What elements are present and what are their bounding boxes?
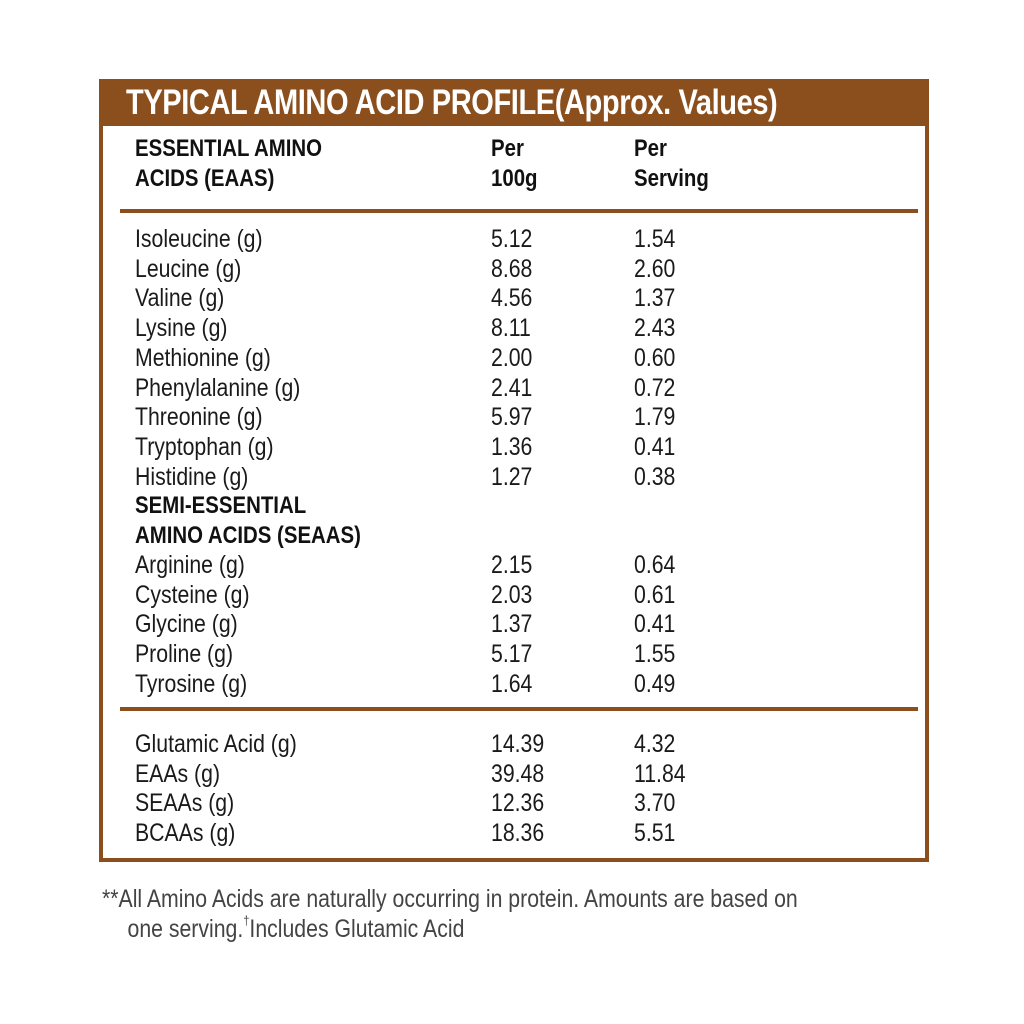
per-100g-value: 39.48 bbox=[491, 759, 545, 788]
table-row: Threonine (g) 5.97 1.79 bbox=[0, 402, 1024, 432]
table-row: Lysine (g) 8.11 2.43 bbox=[0, 313, 1024, 343]
per-serving-value: 0.72 bbox=[634, 373, 676, 402]
per-serving-value: 0.49 bbox=[634, 669, 676, 698]
semi-essential-heading-line2: AMINO ACIDS (SEAAS) bbox=[135, 522, 361, 549]
per-100g-value: 5.97 bbox=[491, 403, 533, 432]
table-row: Histidine (g) 1.27 0.38 bbox=[0, 462, 1024, 492]
table-row: Tryptophan (g) 1.36 0.41 bbox=[0, 432, 1024, 462]
per-serving-value: 2.43 bbox=[634, 314, 676, 343]
footnote: **All Amino Acids are naturally occurrin… bbox=[102, 884, 798, 944]
per-100g-value: 8.11 bbox=[491, 314, 531, 343]
table-title: TYPICAL AMINO ACID PROFILE(Approx. Value… bbox=[126, 83, 778, 122]
table-row: EAAs (g) 39.48 11.84 bbox=[0, 759, 1024, 789]
per-serving-value: 0.38 bbox=[634, 462, 676, 491]
amino-acid-name: Valine (g) bbox=[135, 284, 225, 313]
per-serving-value: 2.60 bbox=[634, 254, 676, 283]
footnote-line1: **All Amino Acids are naturally occurrin… bbox=[102, 885, 798, 913]
amino-acid-name: Tyrosine (g) bbox=[135, 669, 248, 698]
header-col1-line2: ACIDS (EAAS) bbox=[135, 165, 275, 192]
table-row: Proline (g) 5.17 1.55 bbox=[0, 639, 1024, 669]
amino-acid-name: SEAAs (g) bbox=[135, 789, 235, 818]
per-100g-value: 1.37 bbox=[491, 610, 533, 639]
per-serving-value: 0.60 bbox=[634, 343, 676, 372]
per-serving-value: 0.41 bbox=[634, 610, 676, 639]
header-col2-line2: 100g bbox=[491, 165, 538, 192]
table-row: Methionine (g) 2.00 0.60 bbox=[0, 343, 1024, 373]
footnote-line2-b: Includes Glutamic Acid bbox=[249, 915, 465, 943]
per-serving-value: 5.51 bbox=[634, 819, 676, 848]
table-row: Glycine (g) 1.37 0.41 bbox=[0, 609, 1024, 639]
table-row: Arginine (g) 2.15 0.64 bbox=[0, 550, 1024, 580]
per-100g-value: 5.12 bbox=[491, 225, 533, 253]
footnote-line2-a: one serving. bbox=[127, 915, 244, 943]
footnote-line2: one serving.†Includes Glutamic Acid bbox=[102, 914, 798, 944]
table-row: Valine (g) 4.56 1.37 bbox=[0, 283, 1024, 313]
amino-acid-name: Arginine (g) bbox=[135, 551, 245, 579]
per-100g-value: 1.36 bbox=[491, 432, 533, 461]
header-col1-line1: ESSENTIAL AMINO bbox=[135, 135, 323, 162]
per-serving-value: 1.37 bbox=[634, 284, 676, 313]
per-serving-value: 1.79 bbox=[634, 403, 676, 432]
per-100g-value: 4.56 bbox=[491, 284, 533, 313]
amino-acid-name: Phenylalanine (g) bbox=[135, 373, 301, 402]
table-row: Leucine (g) 8.68 2.60 bbox=[0, 254, 1024, 284]
per-serving-value: 4.32 bbox=[634, 730, 676, 758]
amino-acid-name: Threonine (g) bbox=[135, 403, 263, 432]
table-row: Cysteine (g) 2.03 0.61 bbox=[0, 580, 1024, 610]
amino-acid-name: Tryptophan (g) bbox=[135, 432, 274, 461]
amino-acid-name: Lysine (g) bbox=[135, 314, 228, 343]
dagger-mark: † bbox=[243, 913, 250, 928]
table-row: Isoleucine (g) 5.12 1.54 bbox=[0, 224, 1024, 254]
semi-essential-heading-line1: SEMI-ESSENTIAL bbox=[135, 492, 307, 519]
table-row: SEAAs (g) 12.36 3.70 bbox=[0, 788, 1024, 818]
amino-acid-name: Methionine (g) bbox=[135, 343, 271, 372]
per-serving-value: 0.41 bbox=[634, 432, 676, 461]
header-col2-line1: Per bbox=[491, 135, 524, 162]
header-divider bbox=[120, 209, 918, 213]
amino-acid-name: EAAs (g) bbox=[135, 759, 221, 788]
per-100g-value: 2.00 bbox=[491, 343, 533, 372]
per-100g-value: 8.68 bbox=[491, 254, 533, 283]
amino-acid-name: Cysteine (g) bbox=[135, 580, 250, 609]
amino-acid-name: Glutamic Acid (g) bbox=[135, 730, 297, 758]
totals-divider bbox=[120, 707, 918, 711]
per-serving-value: 1.54 bbox=[634, 225, 676, 253]
amino-acid-name: Proline (g) bbox=[135, 640, 234, 669]
per-100g-value: 18.36 bbox=[491, 819, 545, 848]
per-100g-value: 1.27 bbox=[491, 462, 533, 491]
amino-acid-name: Histidine (g) bbox=[135, 462, 249, 491]
per-100g-value: 2.41 bbox=[491, 373, 533, 402]
per-100g-value: 14.39 bbox=[491, 730, 545, 758]
table-row: Phenylalanine (g) 2.41 0.72 bbox=[0, 373, 1024, 403]
amino-acid-name: Isoleucine (g) bbox=[135, 225, 263, 253]
title-band: TYPICAL AMINO ACID PROFILE(Approx. Value… bbox=[99, 79, 929, 126]
table-row: Glutamic Acid (g) 14.39 4.32 bbox=[0, 729, 1024, 759]
per-100g-value: 1.64 bbox=[491, 669, 533, 698]
amino-acid-name: Leucine (g) bbox=[135, 254, 242, 283]
amino-acid-name: BCAAs (g) bbox=[135, 819, 236, 848]
per-100g-value: 2.15 bbox=[491, 551, 533, 579]
per-serving-value: 3.70 bbox=[634, 789, 676, 818]
per-100g-value: 12.36 bbox=[491, 789, 545, 818]
table-row: BCAAs (g) 18.36 5.51 bbox=[0, 818, 1024, 848]
per-serving-value: 11.84 bbox=[634, 759, 686, 788]
header-col3-line2: Serving bbox=[634, 165, 709, 192]
per-serving-value: 0.64 bbox=[634, 551, 676, 579]
per-100g-value: 2.03 bbox=[491, 580, 533, 609]
per-serving-value: 0.61 bbox=[634, 580, 676, 609]
amino-acid-name: Glycine (g) bbox=[135, 610, 238, 639]
per-100g-value: 5.17 bbox=[491, 640, 533, 669]
header-col3-line1: Per bbox=[634, 135, 667, 162]
table-row: Tyrosine (g) 1.64 0.49 bbox=[0, 669, 1024, 699]
per-serving-value: 1.55 bbox=[634, 640, 676, 669]
